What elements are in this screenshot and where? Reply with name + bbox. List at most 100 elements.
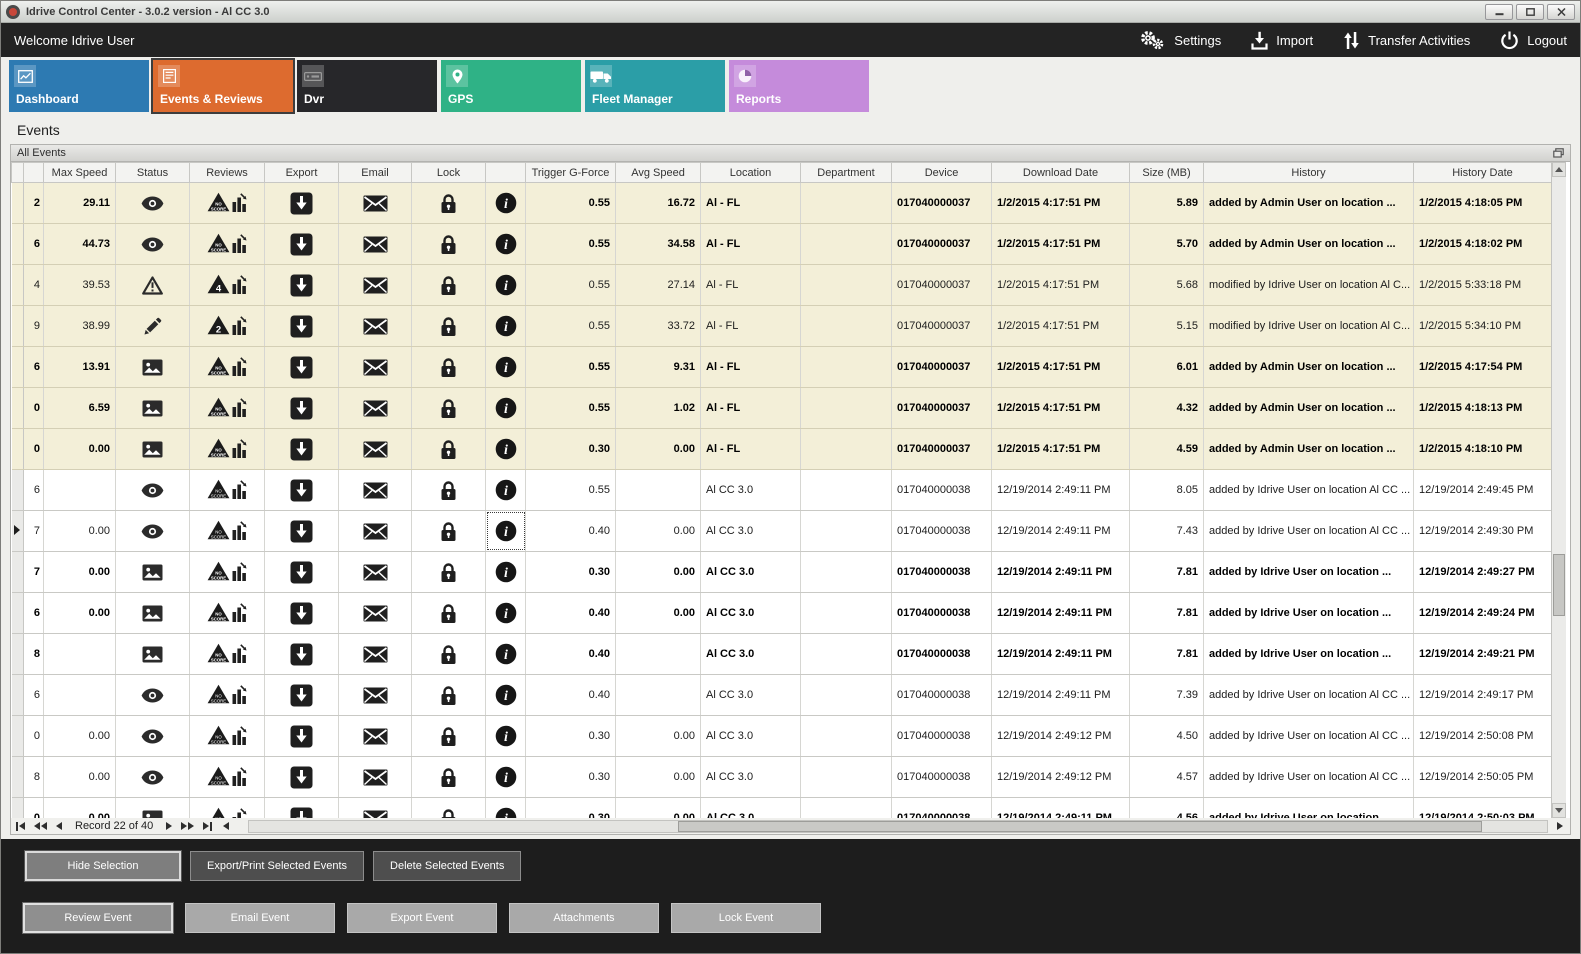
export-print-selected-events-button[interactable]: Export/Print Selected Events — [190, 851, 365, 881]
event-row[interactable]: 7 0.00 NO SCORE i 0.30 0.00 Al CC 3.0 0170400000… — [11, 551, 1552, 593]
review-icons[interactable]: 4 — [207, 274, 248, 297]
email-event-button[interactable]: Email Event — [185, 903, 335, 933]
cell-lock[interactable] — [411, 387, 486, 429]
export-icon[interactable] — [287, 188, 317, 218]
email-icon[interactable] — [360, 270, 390, 300]
column-header-department[interactable]: Department — [800, 162, 892, 183]
horizontal-scroll-thumb[interactable] — [677, 820, 1483, 832]
cell-info[interactable]: i — [485, 346, 526, 388]
event-row[interactable]: 6 NO SCORE i 0.40 Al CC 3.0 017040000038 12/19/… — [11, 674, 1552, 716]
cell-export[interactable] — [264, 305, 339, 347]
cell-reviews[interactable]: 4 — [189, 264, 265, 306]
cell-email[interactable] — [338, 182, 412, 224]
cell-info[interactable]: i — [485, 264, 526, 306]
panel-restore-icon[interactable] — [1553, 148, 1564, 158]
cell-email[interactable] — [338, 551, 412, 593]
lock-icon[interactable] — [434, 352, 464, 382]
attachments-button[interactable]: Attachments — [509, 903, 659, 933]
cell-export[interactable] — [264, 715, 339, 757]
prev-page-button[interactable] — [32, 822, 49, 830]
lock-event-button[interactable]: Lock Event — [671, 903, 821, 933]
vertical-scroll-thumb[interactable] — [1553, 554, 1565, 616]
column-header-download-date[interactable]: Download Date — [991, 162, 1130, 183]
cell-email[interactable] — [338, 510, 412, 552]
lock-icon[interactable] — [434, 516, 464, 546]
cell-info[interactable]: i — [485, 387, 526, 429]
cell-info[interactable]: i — [485, 592, 526, 634]
transfer-activities-button[interactable]: Transfer Activities — [1343, 31, 1470, 50]
next-page-button[interactable] — [179, 822, 196, 830]
cell-export[interactable] — [264, 756, 339, 798]
cell-email[interactable] — [338, 469, 412, 511]
cell-export[interactable] — [264, 469, 339, 511]
cell-lock[interactable] — [411, 510, 486, 552]
cell-lock[interactable] — [411, 223, 486, 265]
cell-export[interactable] — [264, 592, 339, 634]
export-icon[interactable] — [287, 229, 317, 259]
scroll-right-icon[interactable] — [1553, 820, 1567, 833]
lock-icon[interactable] — [434, 393, 464, 423]
info-icon[interactable]: i — [491, 639, 521, 669]
column-header-max-speed[interactable]: Max Speed — [43, 162, 116, 183]
email-icon[interactable] — [360, 557, 390, 587]
info-icon[interactable]: i — [491, 311, 521, 341]
first-record-button[interactable] — [14, 821, 27, 831]
column-header-size-mb[interactable]: Size (MB) — [1129, 162, 1204, 183]
cell-info[interactable]: i — [485, 674, 526, 716]
event-row[interactable]: 7 0.00 NO SCORE i 0.40 0.00 Al CC 3.0 0170400000… — [11, 510, 1552, 552]
cell-lock[interactable] — [411, 469, 486, 511]
delete-selected-events-button[interactable]: Delete Selected Events — [373, 851, 522, 881]
event-row[interactable]: 6 0.00 NO SCORE i 0.40 0.00 Al CC 3.0 0170400000… — [11, 592, 1552, 634]
cell-info[interactable]: i — [485, 223, 526, 265]
info-icon[interactable]: i — [491, 680, 521, 710]
cell-lock[interactable] — [411, 756, 486, 798]
tab-events-reviews[interactable]: Events & Reviews — [151, 58, 295, 114]
settings-button[interactable]: Settings — [1138, 29, 1221, 51]
tab-gps[interactable]: GPS — [441, 60, 581, 112]
scroll-up-icon[interactable] — [1552, 162, 1566, 177]
event-row[interactable]: 8 0.00 NO SCORE i 0.30 0.00 Al CC 3.0 0170400000… — [11, 756, 1552, 798]
cell-info[interactable]: i — [485, 715, 526, 757]
export-icon[interactable] — [287, 803, 317, 818]
export-icon[interactable] — [287, 393, 317, 423]
logout-button[interactable]: Logout — [1500, 31, 1567, 50]
cell-info[interactable]: i — [485, 469, 526, 511]
event-row[interactable]: 6 44.73 NO SCORE i 0.55 34.58 Al - FL 0170400000… — [11, 223, 1552, 265]
cell-info[interactable]: i — [485, 797, 526, 818]
email-icon[interactable] — [360, 434, 390, 464]
column-header-device[interactable]: Device — [891, 162, 992, 183]
column-header-trigger-g-force[interactable]: Trigger G-Force — [525, 162, 616, 183]
export-icon[interactable] — [287, 557, 317, 587]
lock-icon[interactable] — [434, 762, 464, 792]
cell-lock[interactable] — [411, 264, 486, 306]
lock-icon[interactable] — [434, 598, 464, 628]
cell-lock[interactable] — [411, 592, 486, 634]
minimize-button[interactable] — [1485, 3, 1513, 20]
event-row[interactable]: 8 NO SCORE i 0.40 Al CC 3.0 017040000038 12/19/… — [11, 633, 1552, 675]
email-icon[interactable] — [360, 475, 390, 505]
column-header-blank-8[interactable] — [485, 162, 526, 183]
export-icon[interactable] — [287, 311, 317, 341]
hide-selection-button[interactable]: Hide Selection — [24, 850, 182, 882]
cell-email[interactable] — [338, 633, 412, 675]
email-icon[interactable] — [360, 229, 390, 259]
vertical-scrollbar[interactable] — [1551, 162, 1566, 818]
cell-lock[interactable] — [411, 551, 486, 593]
column-header-location[interactable]: Location — [700, 162, 801, 183]
